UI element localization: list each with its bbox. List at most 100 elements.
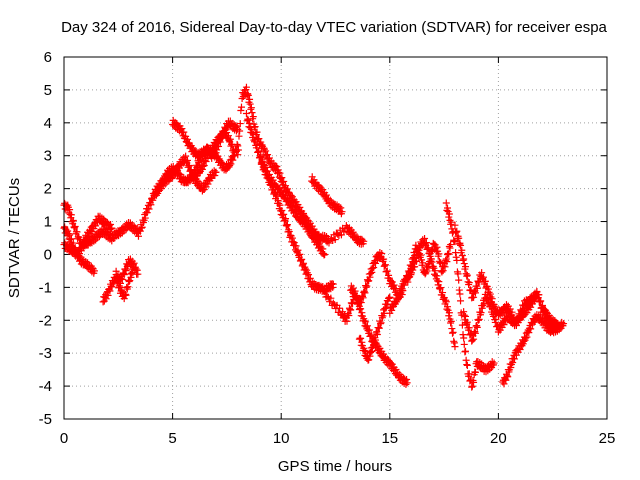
- data-point: [360, 346, 368, 354]
- data-point: [458, 321, 466, 329]
- data-point: [276, 201, 284, 209]
- data-point: [450, 337, 458, 345]
- data-point: [470, 335, 478, 343]
- data-point: [490, 359, 498, 367]
- data-point: [355, 302, 363, 310]
- data-point: [535, 291, 543, 299]
- data-point: [211, 172, 219, 180]
- data-point: [411, 263, 419, 271]
- data-point: [363, 282, 371, 290]
- data-point: [538, 315, 546, 323]
- data-point: [500, 380, 508, 388]
- data-point: [362, 318, 370, 326]
- data-point: [246, 100, 254, 108]
- data-point: [428, 258, 436, 266]
- data-point: [455, 286, 463, 294]
- data-point: [404, 278, 412, 286]
- series-track-14: [321, 287, 411, 388]
- data-point: [288, 234, 296, 242]
- data-point: [124, 283, 132, 291]
- data-point: [419, 259, 427, 267]
- data-point: [468, 336, 476, 344]
- data-point: [134, 232, 142, 240]
- y-tick-label: -2: [39, 312, 52, 329]
- series-track-17: [386, 239, 455, 317]
- series-track-19: [442, 199, 498, 391]
- data-point: [246, 124, 254, 132]
- data-point: [444, 249, 452, 257]
- data-point: [108, 224, 116, 232]
- data-point: [447, 218, 455, 226]
- data-point: [287, 201, 295, 209]
- data-point: [470, 378, 478, 386]
- data-point: [442, 298, 450, 306]
- data-point: [538, 301, 546, 309]
- data-point: [321, 250, 329, 258]
- data-point: [329, 283, 337, 291]
- data-point: [450, 339, 458, 347]
- data-point: [403, 379, 411, 387]
- data-point: [433, 272, 441, 280]
- data-point: [375, 324, 383, 332]
- data-point: [433, 243, 441, 251]
- y-tick-label: 6: [44, 49, 52, 66]
- data-point: [431, 267, 439, 275]
- data-point: [247, 104, 255, 112]
- data-point: [345, 312, 353, 320]
- data-point: [370, 342, 378, 350]
- x-tick-label: 20: [490, 430, 507, 447]
- data-point: [480, 273, 488, 281]
- data-point: [465, 279, 473, 287]
- y-tick-label: -1: [39, 279, 52, 296]
- data-point: [381, 261, 389, 269]
- data-point: [390, 281, 398, 289]
- data-point: [331, 236, 339, 244]
- data-point: [237, 106, 245, 114]
- data-point: [385, 294, 393, 302]
- data-point: [417, 256, 425, 264]
- data-point: [473, 323, 481, 331]
- data-point: [187, 166, 195, 174]
- data-point: [412, 254, 420, 262]
- data-point: [465, 370, 473, 378]
- data-point: [118, 276, 126, 284]
- data-point: [527, 325, 535, 333]
- data-point: [227, 160, 235, 168]
- data-point: [242, 110, 250, 118]
- data-point: [79, 242, 87, 250]
- data-point: [427, 255, 435, 263]
- data-point: [477, 309, 485, 317]
- data-point: [473, 284, 481, 292]
- data-point: [362, 283, 370, 291]
- data-point: [244, 90, 252, 98]
- data-point: [132, 265, 140, 273]
- data-point: [468, 383, 476, 391]
- data-point: [246, 119, 254, 127]
- data-point: [455, 234, 463, 242]
- data-point: [466, 331, 474, 339]
- data-point: [421, 235, 429, 243]
- data-point: [225, 137, 233, 145]
- data-point: [128, 269, 136, 277]
- series-track-15: [347, 248, 407, 310]
- data-point: [451, 221, 459, 229]
- data-point: [470, 287, 478, 295]
- series-track-13: [308, 173, 346, 218]
- data-point: [444, 204, 452, 212]
- series-track-7: [151, 152, 220, 199]
- data-point: [560, 320, 568, 328]
- data-point: [414, 251, 422, 259]
- data-point: [537, 297, 545, 305]
- data-point: [114, 270, 122, 278]
- data-point: [553, 327, 561, 335]
- data-point: [485, 299, 493, 307]
- data-point: [373, 341, 381, 349]
- data-point: [106, 287, 114, 295]
- data-point: [490, 310, 498, 318]
- data-point: [123, 283, 131, 291]
- data-point: [192, 176, 200, 184]
- data-point: [325, 239, 333, 247]
- data-point: [358, 309, 366, 317]
- data-point: [460, 340, 468, 348]
- data-point: [542, 308, 550, 316]
